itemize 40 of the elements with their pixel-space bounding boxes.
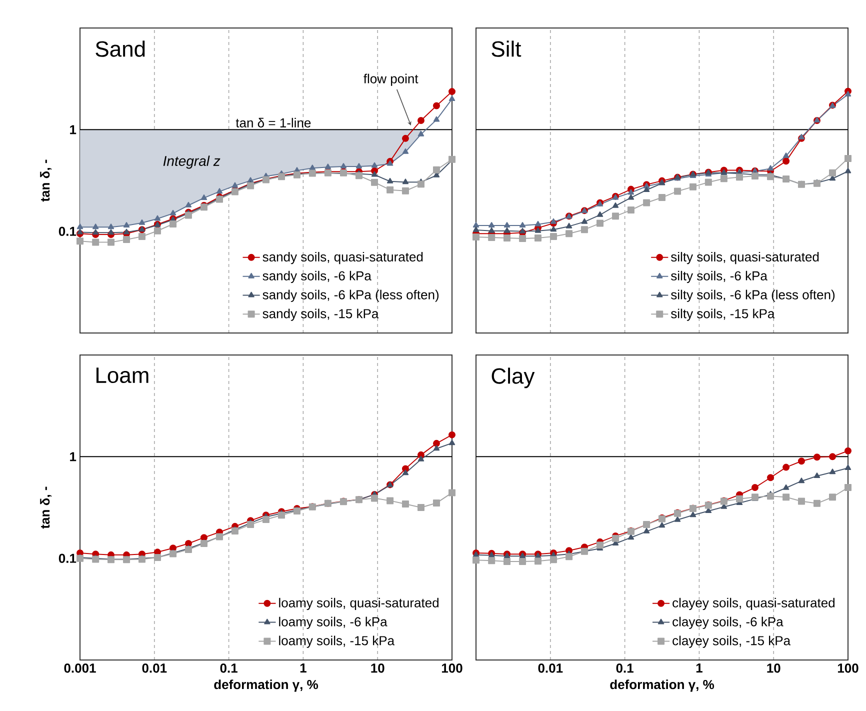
y-tick-label: 1 <box>70 452 76 462</box>
chart-title: Sand <box>96 40 145 57</box>
x-tick-label: 1 <box>696 664 702 672</box>
y-tick-label: 1 <box>70 125 76 134</box>
x-tick-label: 0.01 <box>538 664 563 673</box>
x-tick-label: 0.001 <box>64 664 96 673</box>
y-tick-label: 0.1 <box>58 226 76 236</box>
legend-label: sandy soils, quasi-saturated <box>262 252 423 264</box>
annotation: flow point <box>364 74 418 86</box>
chart-title: Silt <box>492 40 522 57</box>
x-tick-label: 100 <box>442 664 462 673</box>
legend-label: loamy soils, -15 kPa <box>279 636 395 648</box>
legend-label: loamy soils, quasi-saturated <box>279 598 438 610</box>
y-tick-label: 0.1 <box>58 554 76 563</box>
ref-line-label: tan δ = 1-line <box>236 118 311 128</box>
legend-label: clayey soils, -15 kPa <box>672 636 791 648</box>
legend-label: silty soils, quasi-saturated <box>671 252 819 264</box>
legend-label: silty soils, -6 kPa (less often) <box>671 290 835 302</box>
legend-label: silty soils, -6 kPa <box>671 270 768 284</box>
x-tick-label: 0.1 <box>220 664 238 673</box>
x-axis-title: deformation γ, % <box>610 680 714 692</box>
legend-label: sandy soils, -15 kPa <box>262 308 379 321</box>
legend-label: sandy soils, -6 kPa <box>262 270 372 284</box>
x-tick-label: 100 <box>838 664 858 673</box>
annotation: Integral z <box>163 156 220 169</box>
legend-label: sandy soils, -6 kPa (less often) <box>262 290 439 302</box>
chart-title: Loam <box>96 368 148 384</box>
legend-label: clayey soils, -6 kPa <box>672 616 784 629</box>
text: Clay <box>492 368 535 388</box>
legend-label: loamy soils, -6 kPa <box>279 616 388 629</box>
legend-label: clayey soils, quasi-saturated <box>672 598 834 610</box>
x-tick-label: 10 <box>767 664 780 673</box>
x-tick-label: 0.01 <box>142 664 167 673</box>
x-tick-label: 10 <box>371 664 384 673</box>
x-axis-title: deformation γ, % <box>214 680 318 692</box>
y-axis-title: tan δ, - <box>40 486 52 529</box>
legend-label: silty soils, -15 kPa <box>671 308 775 321</box>
y-axis-title: tan δ, - <box>40 160 52 202</box>
x-tick-label: 0.1 <box>616 664 634 673</box>
x-tick-label: 1 <box>300 664 306 672</box>
